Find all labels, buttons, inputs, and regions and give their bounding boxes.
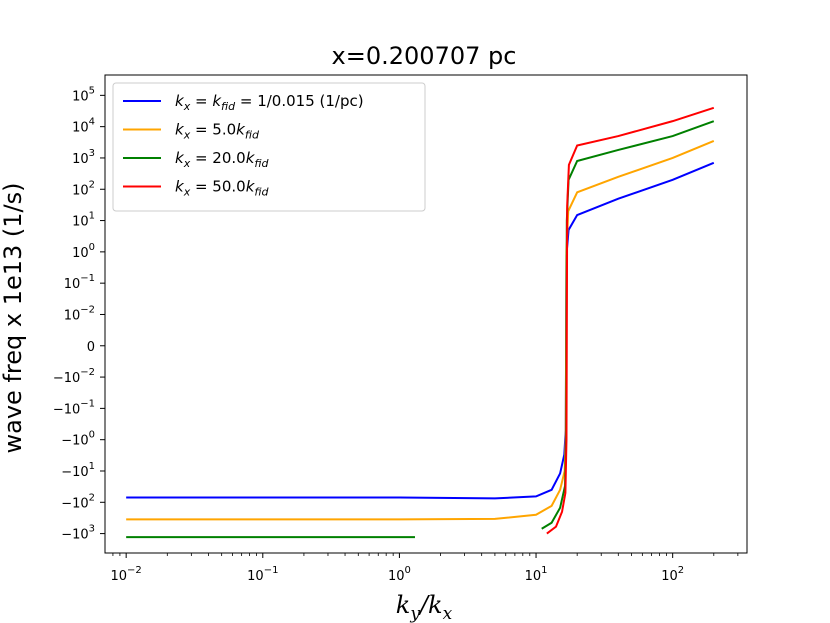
series-layer	[126, 106, 715, 539]
x-tick-label: 10−2	[111, 565, 142, 584]
legend-label-3: kx = 20.0kfid	[175, 149, 270, 170]
legend-label-4: kx = 50.0kfid	[175, 178, 270, 199]
legend-label-2: kx = 5.0kfid	[175, 121, 260, 142]
y-tick-label: 100	[72, 242, 95, 261]
y-tick-label: 102	[72, 179, 95, 198]
y-tick-label: −102	[61, 492, 95, 511]
y-axis-label: wave freq x 1e13 (1/s)	[0, 183, 27, 454]
chart-title: x=0.200707 pc	[332, 42, 517, 70]
ticks-layer: 10−2 10−1 100 101 102 105 104 103 102 101 100 10−1 1…	[53, 85, 739, 584]
legend: kx = kfid = 1/0.015 (1/pc) kx = 5.0kfid kx…	[112, 82, 426, 212]
y-tick-label: −100	[61, 430, 95, 449]
y-tick-label: −103	[61, 524, 95, 543]
x-tick-label: 101	[525, 565, 548, 584]
y-tick-label: 10−1	[64, 273, 95, 292]
y-tick-label: 101	[72, 211, 95, 230]
y-tick-label: 0	[87, 340, 95, 355]
legend-box	[112, 82, 426, 212]
x-tick-label: 100	[388, 565, 411, 584]
x-axis-label: ky/kx	[396, 591, 453, 623]
y-tick-label: 10−2	[64, 304, 95, 323]
series-line-4	[546, 106, 715, 535]
y-tick-label: −10−1	[53, 398, 95, 417]
y-tick-label: 103	[72, 148, 95, 167]
y-tick-label: −10−2	[53, 367, 95, 386]
legend-label-1: kx = kfid = 1/0.015 (1/pc)	[175, 92, 364, 113]
series-line-1	[126, 161, 715, 500]
x-tick-label: 10−1	[247, 565, 278, 584]
y-tick-label: 104	[72, 117, 95, 136]
y-tick-label: 105	[72, 85, 95, 104]
x-tick-label: 102	[661, 565, 684, 584]
y-tick-label: −101	[61, 461, 95, 480]
